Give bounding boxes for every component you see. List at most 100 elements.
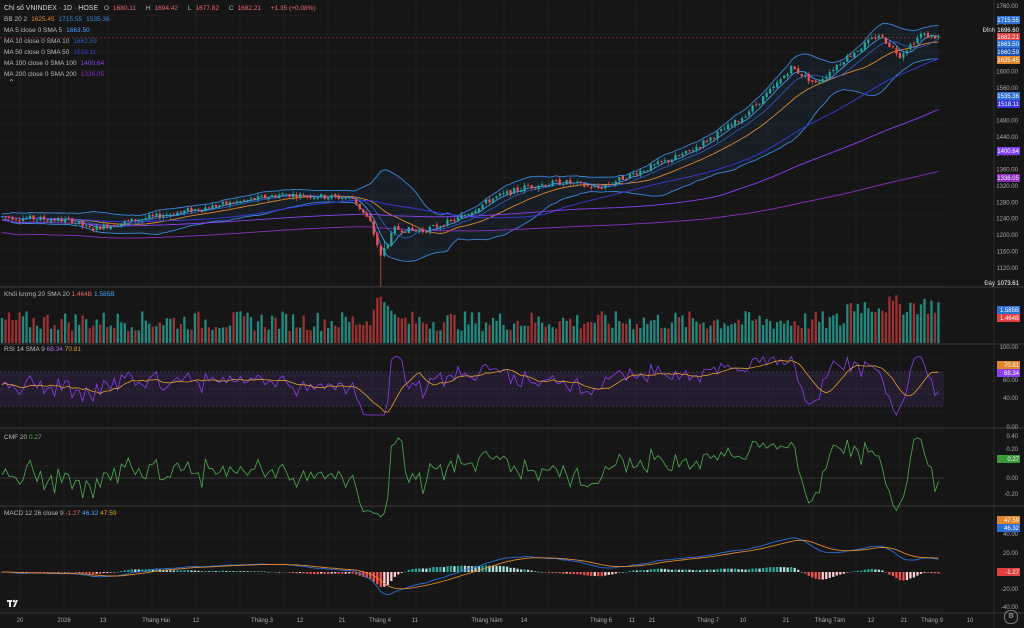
candle-body bbox=[432, 225, 435, 227]
indicator-legend-4[interactable]: MA 100 close 0 SMA 100 1400.64 bbox=[4, 58, 320, 69]
symbol-line[interactable]: Chỉ số VNINDEX · 1D · HOSE O 1680.11 H 169… bbox=[4, 3, 320, 14]
indicator-legend-5[interactable]: MA 200 close 0 SMA 200 1336.05 bbox=[4, 69, 320, 80]
volume-bar bbox=[923, 298, 926, 343]
volume-bar bbox=[874, 312, 877, 343]
candle-body bbox=[660, 160, 663, 162]
volume-bar bbox=[102, 312, 105, 343]
macd-histogram-bar bbox=[260, 571, 263, 572]
candle-body bbox=[334, 194, 337, 197]
volume-bar bbox=[895, 295, 898, 343]
macd-line bbox=[1, 537, 939, 596]
candle-body bbox=[523, 185, 526, 192]
candle-body bbox=[365, 212, 368, 217]
candle-body bbox=[635, 173, 638, 175]
rsi-sma-line bbox=[1, 359, 939, 413]
candle-body bbox=[28, 215, 32, 219]
sma-200-line bbox=[1, 170, 939, 239]
volume-bar bbox=[411, 311, 414, 343]
volume-bar bbox=[516, 320, 519, 343]
candle-body bbox=[309, 196, 312, 198]
volume-bar bbox=[337, 327, 340, 343]
macd-histogram-bar bbox=[46, 572, 49, 573]
candle-body bbox=[442, 225, 446, 227]
candle-body bbox=[881, 35, 884, 37]
volume-bar bbox=[456, 329, 460, 343]
candle-body bbox=[207, 207, 211, 209]
candle-body bbox=[621, 175, 624, 180]
volume-bar bbox=[221, 327, 225, 343]
macd-legend[interactable]: MACD 12 26 close 9 -1.27 46.32 47.59 bbox=[4, 510, 116, 517]
chevron-up-icon[interactable]: ⌃ bbox=[8, 78, 15, 87]
macd-histogram-bar bbox=[165, 569, 168, 572]
macd-histogram-bar bbox=[172, 570, 176, 572]
macd-histogram-bar bbox=[790, 566, 793, 572]
axis-settings-icon[interactable]: ⚙ bbox=[1004, 610, 1018, 624]
volume-bar bbox=[884, 312, 888, 343]
candle-body bbox=[674, 155, 677, 160]
macd-histogram-bar bbox=[747, 569, 751, 572]
volume-bar bbox=[474, 323, 477, 343]
candle-body bbox=[663, 160, 667, 162]
volume-bar bbox=[228, 325, 232, 343]
time-axis-label: 12 bbox=[193, 618, 200, 624]
macd-histogram-bar bbox=[797, 569, 800, 572]
symbol-title[interactable]: Chỉ số VNINDEX · 1D · HOSE bbox=[4, 5, 99, 12]
candle-body bbox=[372, 221, 375, 235]
volume-bar bbox=[193, 313, 197, 343]
volume-bar bbox=[155, 326, 158, 343]
macd-histogram-bar bbox=[614, 572, 617, 574]
rsi-legend[interactable]: RSI 14 SMA 9 68.34 70.81 bbox=[4, 346, 81, 353]
macd-histogram-bar bbox=[709, 569, 712, 572]
macd-histogram-bar bbox=[386, 572, 389, 585]
candle-body bbox=[618, 176, 621, 181]
candle-body bbox=[502, 193, 505, 195]
rsi-value-1: 68.34 bbox=[46, 346, 63, 353]
volume-bar bbox=[744, 311, 747, 343]
candle-body bbox=[407, 227, 411, 234]
cmf-legend[interactable]: CMF 20 0.27 bbox=[4, 434, 42, 441]
volume-bar bbox=[327, 328, 330, 343]
time-axis-label: Tháng 4 bbox=[369, 618, 392, 624]
macd-histogram-bar bbox=[600, 572, 603, 577]
volume-bar bbox=[702, 322, 705, 343]
indicator-legend-2[interactable]: MA 10 close 0 SMA 10 1662.59 bbox=[4, 36, 320, 47]
macd-histogram-bar bbox=[362, 572, 365, 577]
candle-body bbox=[726, 124, 730, 130]
volume-bar bbox=[18, 312, 21, 343]
volume-bar bbox=[555, 328, 558, 343]
candle-body bbox=[597, 185, 600, 189]
rsi-tag bbox=[997, 361, 1020, 369]
candle-body bbox=[649, 164, 653, 171]
indicator-legend-3[interactable]: MA 50 close 0 SMA 50 1518.11 bbox=[4, 47, 320, 58]
indicator-legend-1[interactable]: MA 5 close 0 SMA 5 1663.50 bbox=[4, 25, 320, 36]
indicator-name: MA 100 close 0 SMA 100 bbox=[4, 60, 77, 67]
volume-bar bbox=[204, 319, 207, 343]
tradingview-logo-icon[interactable] bbox=[6, 596, 20, 610]
candle-body bbox=[642, 171, 646, 173]
candle-body bbox=[474, 210, 477, 213]
time-axis-label: 2026 bbox=[57, 618, 71, 624]
macd-histogram-bar bbox=[25, 572, 28, 573]
candle-body bbox=[604, 184, 607, 188]
volume-bar bbox=[621, 323, 624, 343]
candle-body bbox=[88, 226, 91, 228]
macd-histogram-bar bbox=[712, 569, 716, 572]
volume-legend[interactable]: Khối lượng 20 SMA 20 1.464B 1.585B bbox=[4, 291, 115, 298]
volume-bar bbox=[505, 329, 509, 343]
macd-histogram-bar bbox=[702, 569, 705, 572]
indicator-legend-0[interactable]: BB 20 2 1625.45 1715.55 1535.36 bbox=[4, 14, 320, 25]
volume-tag-text: 1.585B bbox=[1000, 308, 1019, 314]
price-tag bbox=[997, 16, 1020, 24]
time-axis-label: 12 bbox=[297, 618, 304, 624]
volume-bar bbox=[498, 313, 502, 343]
candle-body bbox=[46, 220, 49, 222]
candle-body bbox=[120, 223, 123, 226]
candle-body bbox=[579, 181, 582, 183]
volume-bar bbox=[849, 303, 852, 343]
macd-histogram-bar bbox=[881, 570, 884, 572]
candle-body bbox=[860, 48, 863, 52]
volume-bar bbox=[56, 329, 60, 343]
candle-body bbox=[607, 183, 610, 185]
